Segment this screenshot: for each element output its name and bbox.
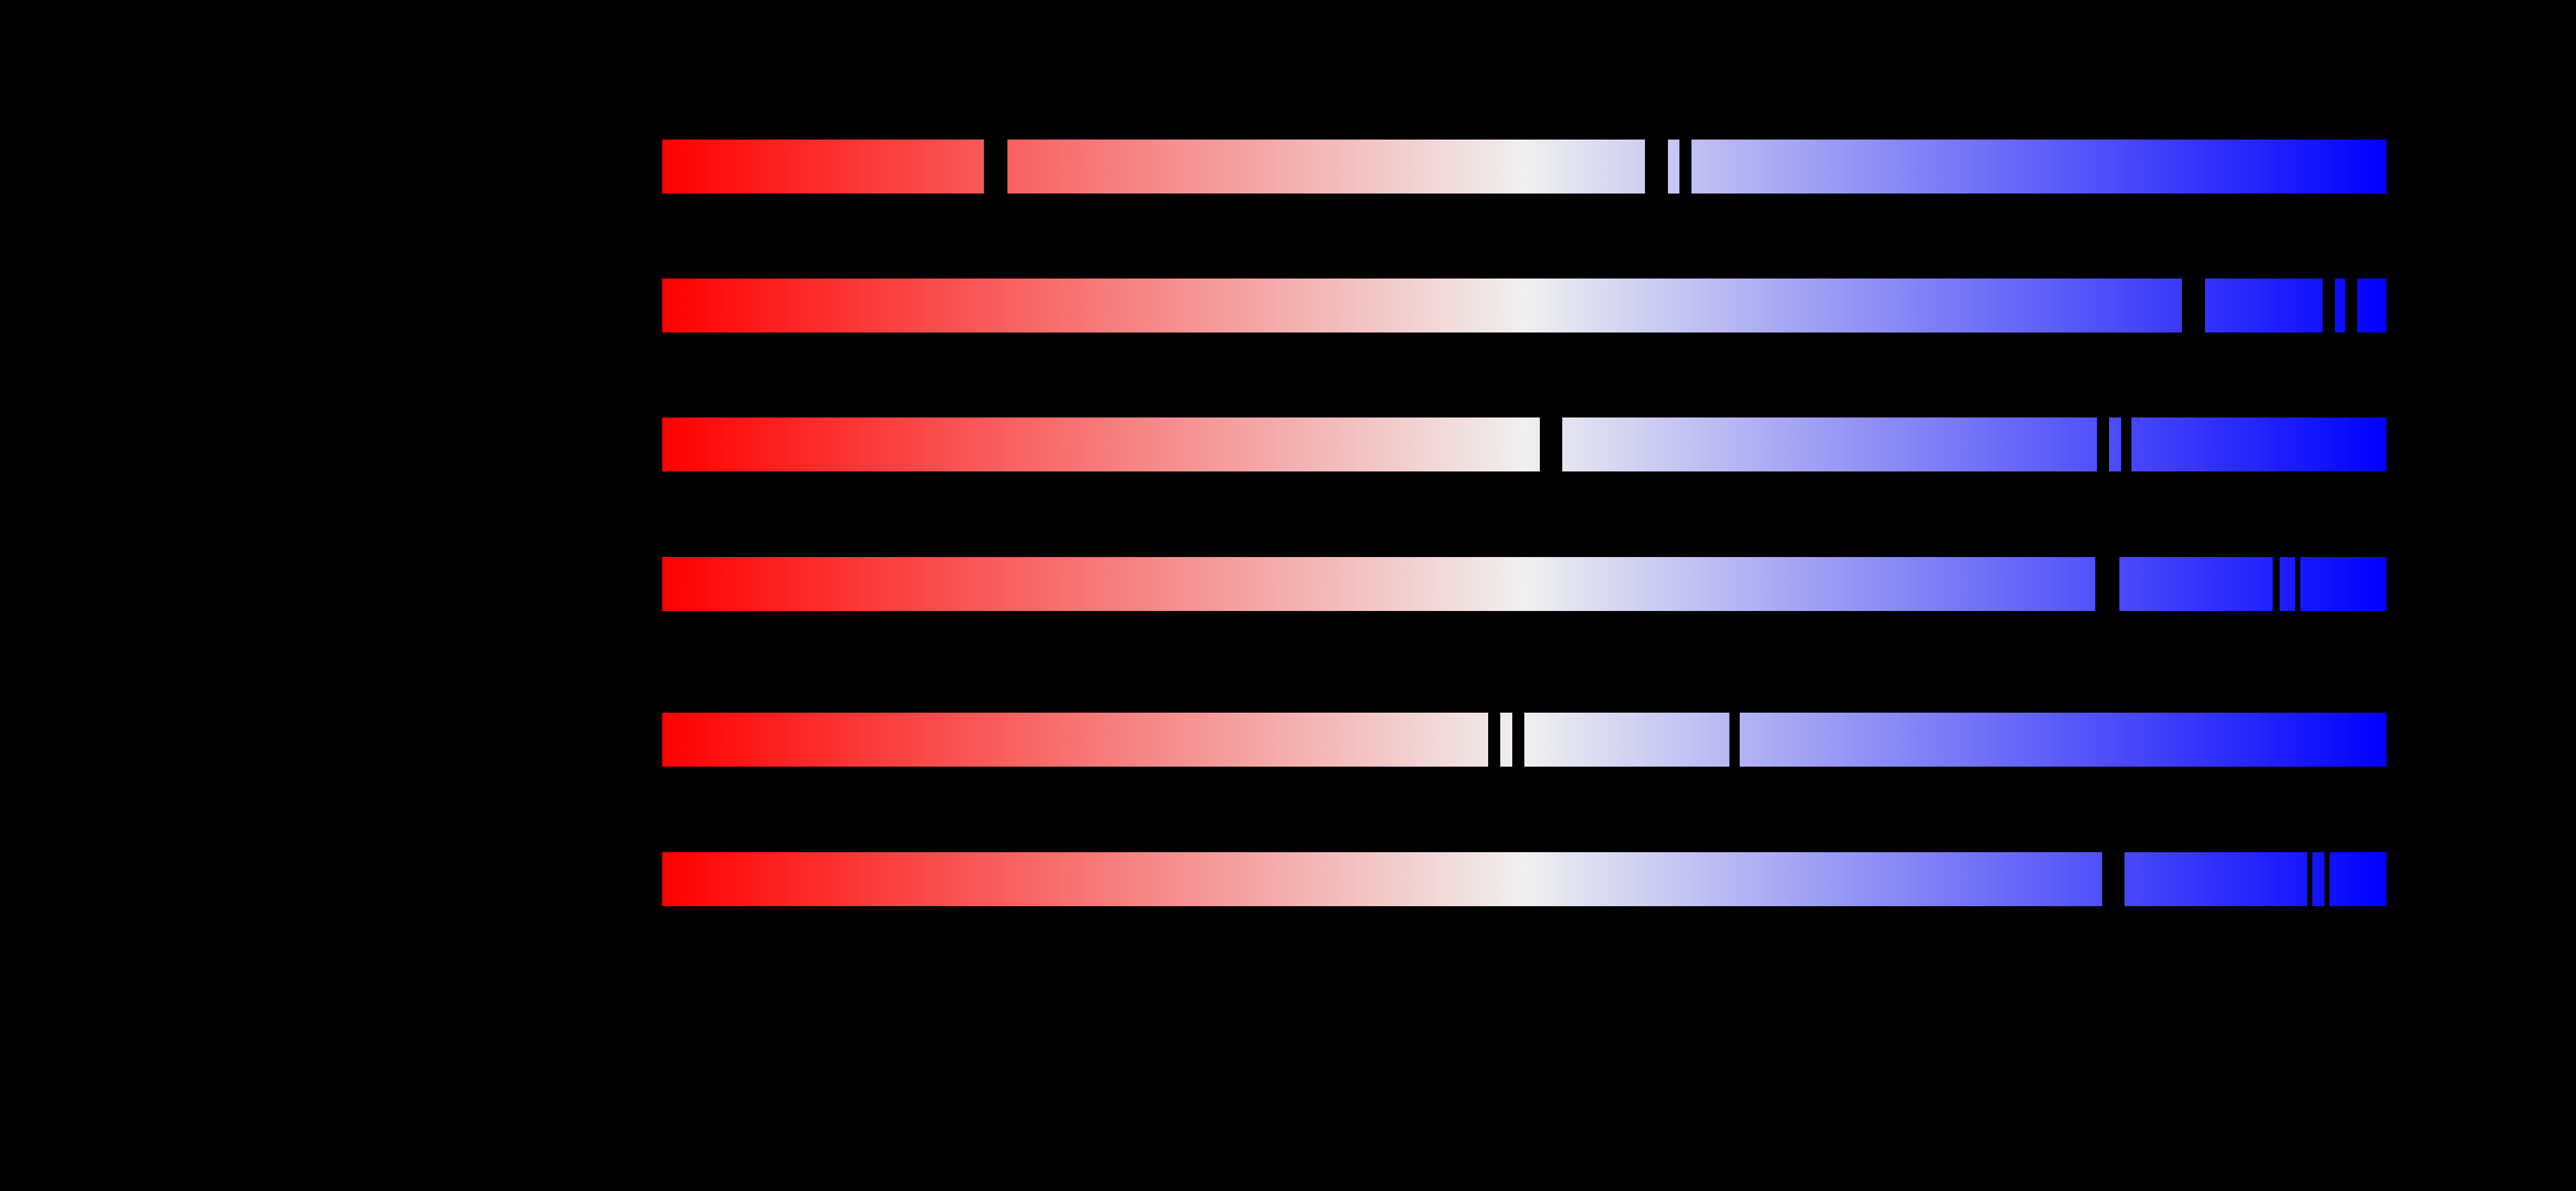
bar-segment: [662, 140, 984, 194]
bar-segment: [2131, 417, 2386, 471]
bar-row: [662, 279, 2386, 332]
bar-row: [662, 852, 2386, 906]
bar-segment: [2300, 557, 2386, 611]
bar-segment: [1691, 140, 2386, 194]
bar-row: [662, 140, 2386, 194]
bar-segment: [2329, 852, 2386, 906]
bar-segment: [662, 417, 1540, 471]
bar-segment: [662, 279, 2183, 332]
bar-row: [662, 557, 2386, 611]
bar-segment: [1500, 713, 1512, 767]
bar-segment: [662, 852, 2102, 906]
bar-segment: [662, 713, 1488, 767]
bar-segment: [1740, 713, 2386, 767]
bar-segment: [2279, 557, 2295, 611]
bar-segment: [2312, 852, 2324, 906]
bar-row: [662, 417, 2386, 471]
bar-segment: [1668, 140, 1680, 194]
bar-segment: [2357, 279, 2386, 332]
bar-segment: [1562, 417, 2097, 471]
bar-segment: [2108, 417, 2121, 471]
bar-segment: [2119, 557, 2273, 611]
bar-segment: [2334, 279, 2345, 332]
bar-segment: [1524, 713, 1730, 767]
bar-segment: [2124, 852, 2307, 906]
bar-segment: [662, 557, 2095, 611]
bar-segment: [2205, 279, 2323, 332]
bar-row: [662, 713, 2386, 767]
bar-segment: [1007, 140, 1646, 194]
